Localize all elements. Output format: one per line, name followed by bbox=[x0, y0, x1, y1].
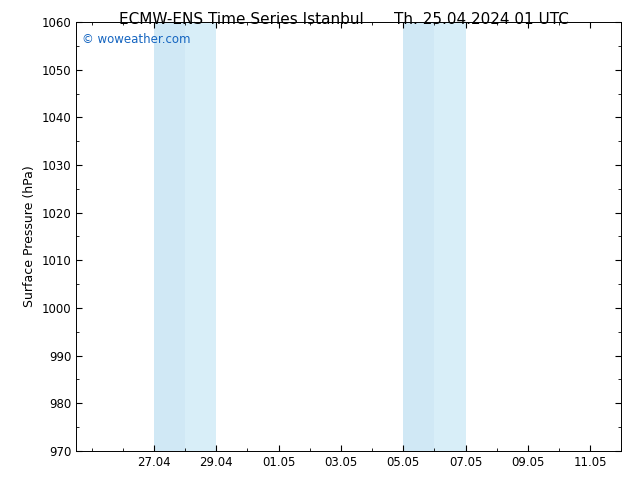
Bar bbox=[154, 22, 185, 451]
Text: Th. 25.04.2024 01 UTC: Th. 25.04.2024 01 UTC bbox=[394, 12, 569, 27]
Text: © woweather.com: © woweather.com bbox=[82, 33, 190, 46]
Bar bbox=[185, 22, 216, 451]
Y-axis label: Surface Pressure (hPa): Surface Pressure (hPa) bbox=[23, 166, 36, 307]
Bar bbox=[403, 22, 434, 451]
Text: ECMW-ENS Time Series Istanbul: ECMW-ENS Time Series Istanbul bbox=[119, 12, 363, 27]
Bar bbox=[434, 22, 465, 451]
